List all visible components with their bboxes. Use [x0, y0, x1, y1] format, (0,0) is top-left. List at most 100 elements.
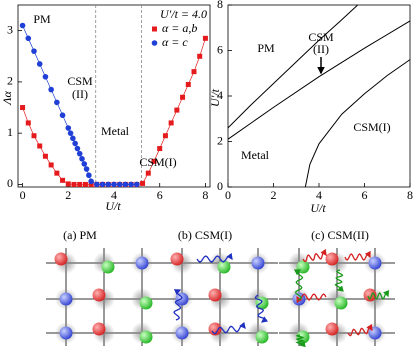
orbital-site	[255, 330, 269, 344]
spin-wave	[173, 289, 183, 321]
orbital-site	[251, 256, 265, 270]
orbital-site	[325, 322, 339, 336]
y-tick-label: 2	[7, 74, 13, 88]
marker	[94, 181, 100, 188]
x-tick-label: 6	[157, 188, 163, 202]
legend-marker	[152, 26, 157, 32]
marker	[168, 120, 174, 126]
marker	[81, 161, 88, 167]
marker	[111, 181, 117, 188]
orbital-site	[139, 330, 153, 344]
marker	[162, 133, 168, 139]
region-label: (II)	[72, 87, 88, 101]
region-label: PM	[33, 12, 51, 26]
legend-marker	[151, 40, 158, 46]
region-label: Metal	[241, 148, 270, 162]
spin-wave	[367, 289, 390, 300]
marker	[72, 140, 78, 147]
orbital-site	[135, 256, 149, 270]
marker	[76, 150, 83, 157]
orbital-site	[368, 256, 382, 270]
orbital-site	[334, 296, 348, 310]
x-axis-label: U/t	[105, 199, 121, 213]
spin-wave	[293, 269, 304, 301]
marker	[48, 162, 54, 168]
marker	[86, 172, 92, 179]
marker	[31, 48, 37, 54]
marker	[99, 181, 106, 188]
y-tick-label: 4	[217, 88, 223, 102]
marker	[42, 153, 48, 159]
marker	[122, 181, 129, 188]
series-line	[22, 25, 137, 185]
region-label: CSM	[67, 74, 93, 88]
spin-wave	[296, 293, 327, 304]
marker	[82, 181, 88, 187]
marker	[42, 73, 49, 80]
legend-label: α = a,b	[162, 21, 197, 35]
marker	[37, 143, 43, 149]
series-line	[227, 4, 359, 129]
marker	[65, 125, 72, 131]
marker	[19, 22, 26, 29]
x-tick-label: 2	[271, 188, 277, 202]
marker	[116, 181, 123, 188]
orbital-site	[175, 326, 189, 340]
y-axis-label: Λα	[0, 91, 14, 106]
orbital-site	[59, 292, 73, 306]
orbital-site	[208, 288, 222, 302]
panel-caption: (a) PM	[63, 228, 97, 242]
marker	[74, 145, 81, 152]
x-tick-label: 0	[20, 188, 26, 202]
marker	[197, 53, 203, 59]
legend-title: U'/t = 4.0	[160, 7, 207, 21]
marker	[151, 158, 157, 164]
marker	[60, 177, 66, 183]
marker	[88, 178, 94, 185]
x-tick-label: 4	[111, 188, 117, 202]
x-tick-label: 0	[225, 188, 231, 202]
marker	[174, 107, 180, 113]
y-tick-label: 0	[7, 176, 13, 190]
panel-caption: (b) CSM(I)	[178, 228, 232, 242]
x-tick-label: 2	[65, 188, 71, 202]
series-line	[304, 59, 411, 188]
marker	[71, 181, 77, 187]
spin-wave	[347, 323, 373, 337]
marker	[191, 69, 197, 75]
orbital-site	[101, 260, 115, 274]
marker	[25, 35, 32, 42]
x-tick-label: 6	[362, 188, 368, 202]
orbital-site	[170, 252, 184, 266]
marker	[54, 170, 60, 176]
marker	[88, 181, 94, 187]
y-axis-label: U'/t	[208, 88, 222, 107]
marker	[180, 94, 186, 100]
marker	[31, 133, 37, 139]
orbital-site	[92, 288, 106, 302]
orbital-site	[54, 252, 68, 266]
orbital-site	[59, 326, 73, 340]
x-tick-label: 4	[316, 188, 322, 202]
marker	[128, 181, 134, 188]
y-tick-label: 6	[217, 42, 223, 56]
region-label: (II)	[313, 42, 329, 56]
region-label: CSM(I)	[353, 120, 390, 134]
spin-wave	[211, 321, 246, 335]
spin-wave	[334, 269, 344, 292]
orbital-site	[92, 322, 106, 336]
y-tick-label: 3	[7, 22, 13, 36]
orbital-site	[208, 322, 222, 336]
marker	[25, 120, 31, 126]
spin-wave	[302, 248, 327, 263]
marker	[36, 61, 43, 67]
marker	[185, 81, 191, 87]
y-tick-label: 8	[217, 0, 223, 11]
region-label: Metal	[101, 124, 130, 138]
region-label: CSM(I)	[139, 155, 176, 169]
marker	[54, 99, 60, 106]
marker	[65, 181, 71, 187]
y-tick-label: 2	[217, 133, 223, 147]
y-tick-label: 0	[217, 179, 223, 193]
